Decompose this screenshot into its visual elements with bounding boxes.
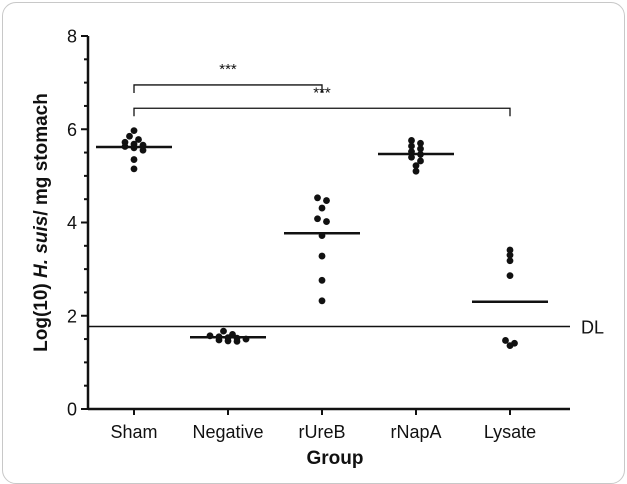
data-point <box>314 194 321 202</box>
y-tick-label: 8 <box>67 27 77 47</box>
data-point <box>506 246 514 254</box>
significance-label: *** <box>313 84 331 101</box>
data-point <box>417 157 424 165</box>
data-point <box>139 146 147 154</box>
data-point <box>323 218 330 225</box>
scatter-plot: 0 2 4 6 8 Sham Negative rUreB rNapA Lysate DL **… <box>31 27 604 470</box>
x-tick-label: Lysate <box>484 422 536 442</box>
data-points <box>121 127 518 349</box>
y-axis-title-part: Log(10) <box>31 278 52 352</box>
x-tick-label: Sham <box>110 422 157 442</box>
x-tick-label: rUreB <box>298 422 345 442</box>
y-axis-title: Log(10) H. suis/ mg stomach <box>31 93 52 352</box>
data-point <box>408 137 415 144</box>
significance-bracket <box>133 84 323 93</box>
data-point <box>130 165 138 173</box>
data-point <box>323 197 330 204</box>
data-point <box>135 136 142 143</box>
x-axis: Sham Negative rUreB rNapA Lysate <box>88 407 570 442</box>
data-point <box>412 167 420 175</box>
data-point <box>506 251 514 259</box>
data-point <box>502 337 509 344</box>
significance-brackets: *** *** <box>133 61 511 117</box>
data-point <box>417 139 424 147</box>
y-tick-label: 0 <box>67 400 77 420</box>
data-point <box>224 337 232 345</box>
significance-label: *** <box>219 61 237 78</box>
data-point <box>130 156 138 163</box>
data-point <box>130 127 138 135</box>
data-point <box>314 215 321 223</box>
data-point <box>506 257 514 265</box>
y-axis-title-part: H. suis <box>31 216 52 278</box>
detection-limit: DL <box>88 317 604 337</box>
y-tick-label: 2 <box>67 306 77 326</box>
y-axis: 0 2 4 6 8 <box>67 27 90 420</box>
data-point <box>417 145 424 153</box>
x-tick-label: rNapA <box>390 422 441 442</box>
significance-bracket <box>133 107 511 117</box>
data-point <box>408 153 415 161</box>
data-point <box>233 337 241 345</box>
data-point <box>220 327 227 335</box>
y-tick-label: 6 <box>67 120 77 140</box>
y-axis-title-part: / mg stomach <box>31 93 52 215</box>
data-point <box>506 342 514 349</box>
data-point <box>412 162 420 170</box>
data-point <box>318 276 326 284</box>
group-means <box>96 145 548 339</box>
x-axis-title: Group <box>307 448 364 469</box>
data-point <box>506 272 514 280</box>
data-point <box>408 142 415 150</box>
data-point <box>318 252 326 260</box>
y-tick-label: 4 <box>67 213 77 233</box>
detection-limit-label: DL <box>581 317 604 337</box>
data-point <box>126 132 133 140</box>
data-point <box>318 204 326 212</box>
data-point <box>318 297 326 305</box>
x-tick-label: Negative <box>192 422 263 442</box>
